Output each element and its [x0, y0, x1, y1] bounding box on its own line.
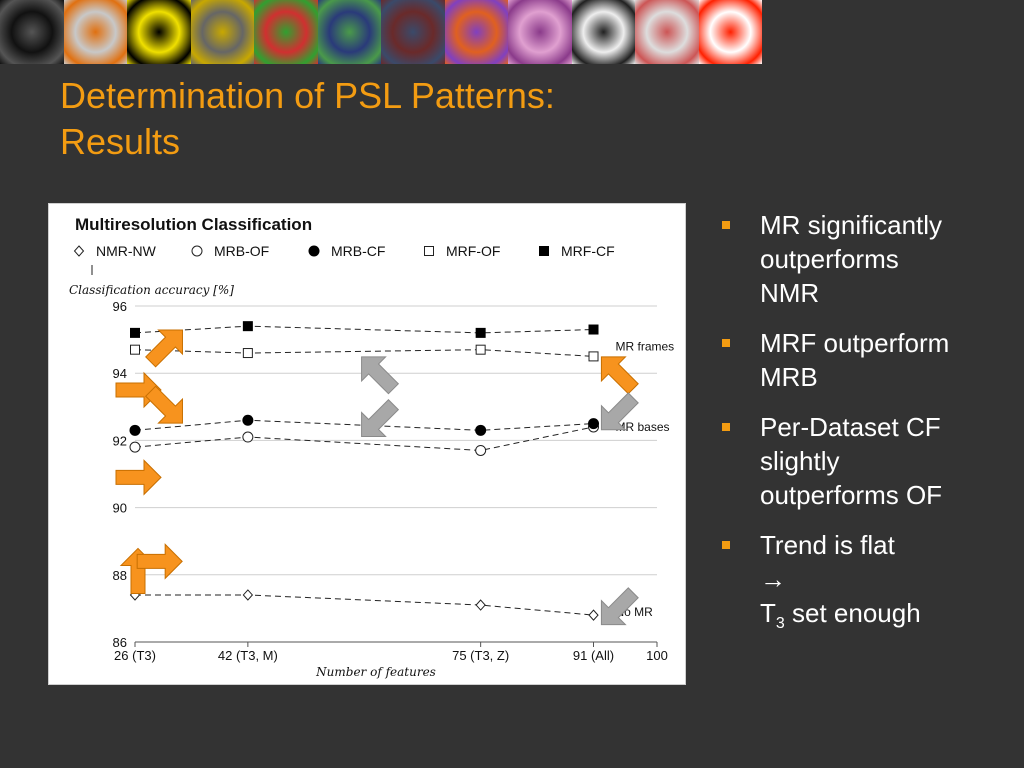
bullet-item: MR significantly outperforms NMR [722, 208, 1012, 310]
x-tick-label: 26 (T3) [114, 648, 156, 663]
legend-label: NMR-NW [96, 243, 157, 259]
series-line [135, 594, 594, 616]
voronoi-thumbnail [254, 0, 318, 64]
gray-highlight-arrow [600, 392, 639, 431]
bullet-line: outperforms [760, 244, 899, 274]
blue-speckle-thumbnail [317, 0, 381, 64]
data-point [242, 321, 253, 332]
data-point [475, 444, 487, 456]
bullet-line: outperforms OF [760, 480, 943, 510]
orange-highlight-arrow [145, 385, 183, 424]
red-cells-thumbnail [635, 0, 699, 64]
bullet-subscript: 3 [775, 615, 785, 633]
legend-label: MRB-OF [214, 243, 269, 259]
x-tick-label: 75 (T3, Z) [452, 648, 509, 663]
bullet-line: MRB [760, 362, 818, 392]
slide-title-line: Results [60, 121, 181, 162]
x-tick-label: 91 (All) [573, 648, 614, 663]
bullet-marker [722, 339, 730, 347]
bullet-line: MRF outperform [760, 328, 950, 358]
bullet-line: Trend is flat [760, 530, 895, 560]
data-point [129, 441, 141, 453]
glowing-sun-thumbnail [698, 0, 762, 64]
bullet-text-part: T [760, 598, 776, 628]
legend-marker [308, 245, 320, 257]
image-thumbnail-strip [0, 0, 764, 64]
data-point [475, 344, 486, 355]
y-axis-label: Classification accuracy [%] [69, 283, 234, 297]
bullet-marker [722, 221, 730, 229]
x-tick-label: 42 (T3, M) [218, 648, 278, 663]
y-tick-label: 86 [113, 635, 127, 650]
y-tick-label: 90 [113, 501, 127, 516]
legend-marker [539, 246, 549, 256]
orange-highlight-arrow [136, 543, 183, 580]
series-annotation: MR frames [616, 339, 675, 353]
cell-outlines-thumbnail [0, 0, 64, 64]
bullet-line: T3 set enough [760, 596, 1012, 641]
bullet-line: → [760, 564, 786, 594]
bullet-list: MR significantly outperforms NMR MRF out… [722, 208, 1012, 657]
gray-highlight-arrow [361, 356, 400, 395]
data-point [588, 418, 600, 430]
data-point [242, 348, 253, 359]
gray-highlight-arrow [361, 399, 400, 438]
bullet-line: NMR [760, 278, 820, 308]
legend-label: MRF-OF [446, 243, 500, 259]
bullet-marker [722, 423, 730, 431]
orange-highlight-arrow [115, 459, 162, 496]
legend-label: MRB-CF [331, 243, 385, 259]
y-tick-label: 88 [113, 568, 127, 583]
y-tick-label: 94 [113, 366, 127, 381]
y-tick-label: 96 [113, 299, 127, 314]
data-point [242, 431, 254, 443]
microscopy-rings-thumbnail [571, 0, 635, 64]
data-point [242, 589, 254, 601]
data-point [588, 324, 599, 335]
legend-marker [191, 245, 203, 257]
data-point [130, 327, 140, 338]
series-line [134, 349, 594, 357]
data-point [129, 424, 141, 436]
bullet-line: Per-Dataset CF [760, 412, 941, 442]
x-axis-label: Number of features [315, 665, 436, 679]
series-annotation: MR bases [616, 420, 670, 434]
fractal-thumbnail [63, 0, 127, 64]
gray-highlight-arrow [600, 587, 639, 626]
bullet-item: Per-Dataset CF slightly outperforms OF [722, 410, 1012, 512]
series-line [134, 325, 594, 334]
series-line [134, 419, 594, 431]
series-line [134, 426, 594, 451]
bullet-item: MRF outperform MRB [722, 326, 1012, 394]
texture-thumbnail [381, 0, 445, 64]
data-point [588, 609, 599, 621]
slide-title-line: Determination of PSL Patterns: [60, 75, 555, 116]
data-point [130, 344, 140, 355]
data-point [588, 351, 599, 362]
accuracy-line-chart: Multiresolution Classification NMR-NW MRB-… [69, 215, 675, 679]
data-point [475, 424, 487, 436]
bullet-text-part: set enough [784, 598, 921, 628]
tissue-stain-thumbnail [508, 0, 572, 64]
chart-figure: Multiresolution Classification NMR-NW MRB-… [48, 203, 686, 685]
bullet-line: MR significantly [760, 210, 943, 240]
data-point [475, 327, 486, 338]
orange-highlight-arrow [600, 356, 639, 395]
grid-cells-thumbnail [190, 0, 254, 64]
x-tick-label: 100 [646, 648, 668, 663]
bullet-item: Trend is flat → T3 set enough [722, 528, 1012, 641]
slide-title: Determination of PSL Patterns: Results [60, 73, 555, 165]
orange-highlight-arrow [145, 329, 183, 368]
chart-title: Multiresolution Classification [75, 215, 312, 234]
data-point [475, 599, 486, 611]
legend-marker [424, 246, 434, 256]
bullet-marker [722, 541, 730, 549]
legend-label: MRF-CF [561, 243, 615, 259]
yellow-branches-thumbnail [127, 0, 191, 64]
data-point [242, 414, 254, 426]
bullet-line: slightly [760, 446, 840, 476]
legend-marker [73, 245, 85, 257]
colored-regions-thumbnail [444, 0, 508, 64]
y-tick-label: 92 [113, 433, 127, 448]
